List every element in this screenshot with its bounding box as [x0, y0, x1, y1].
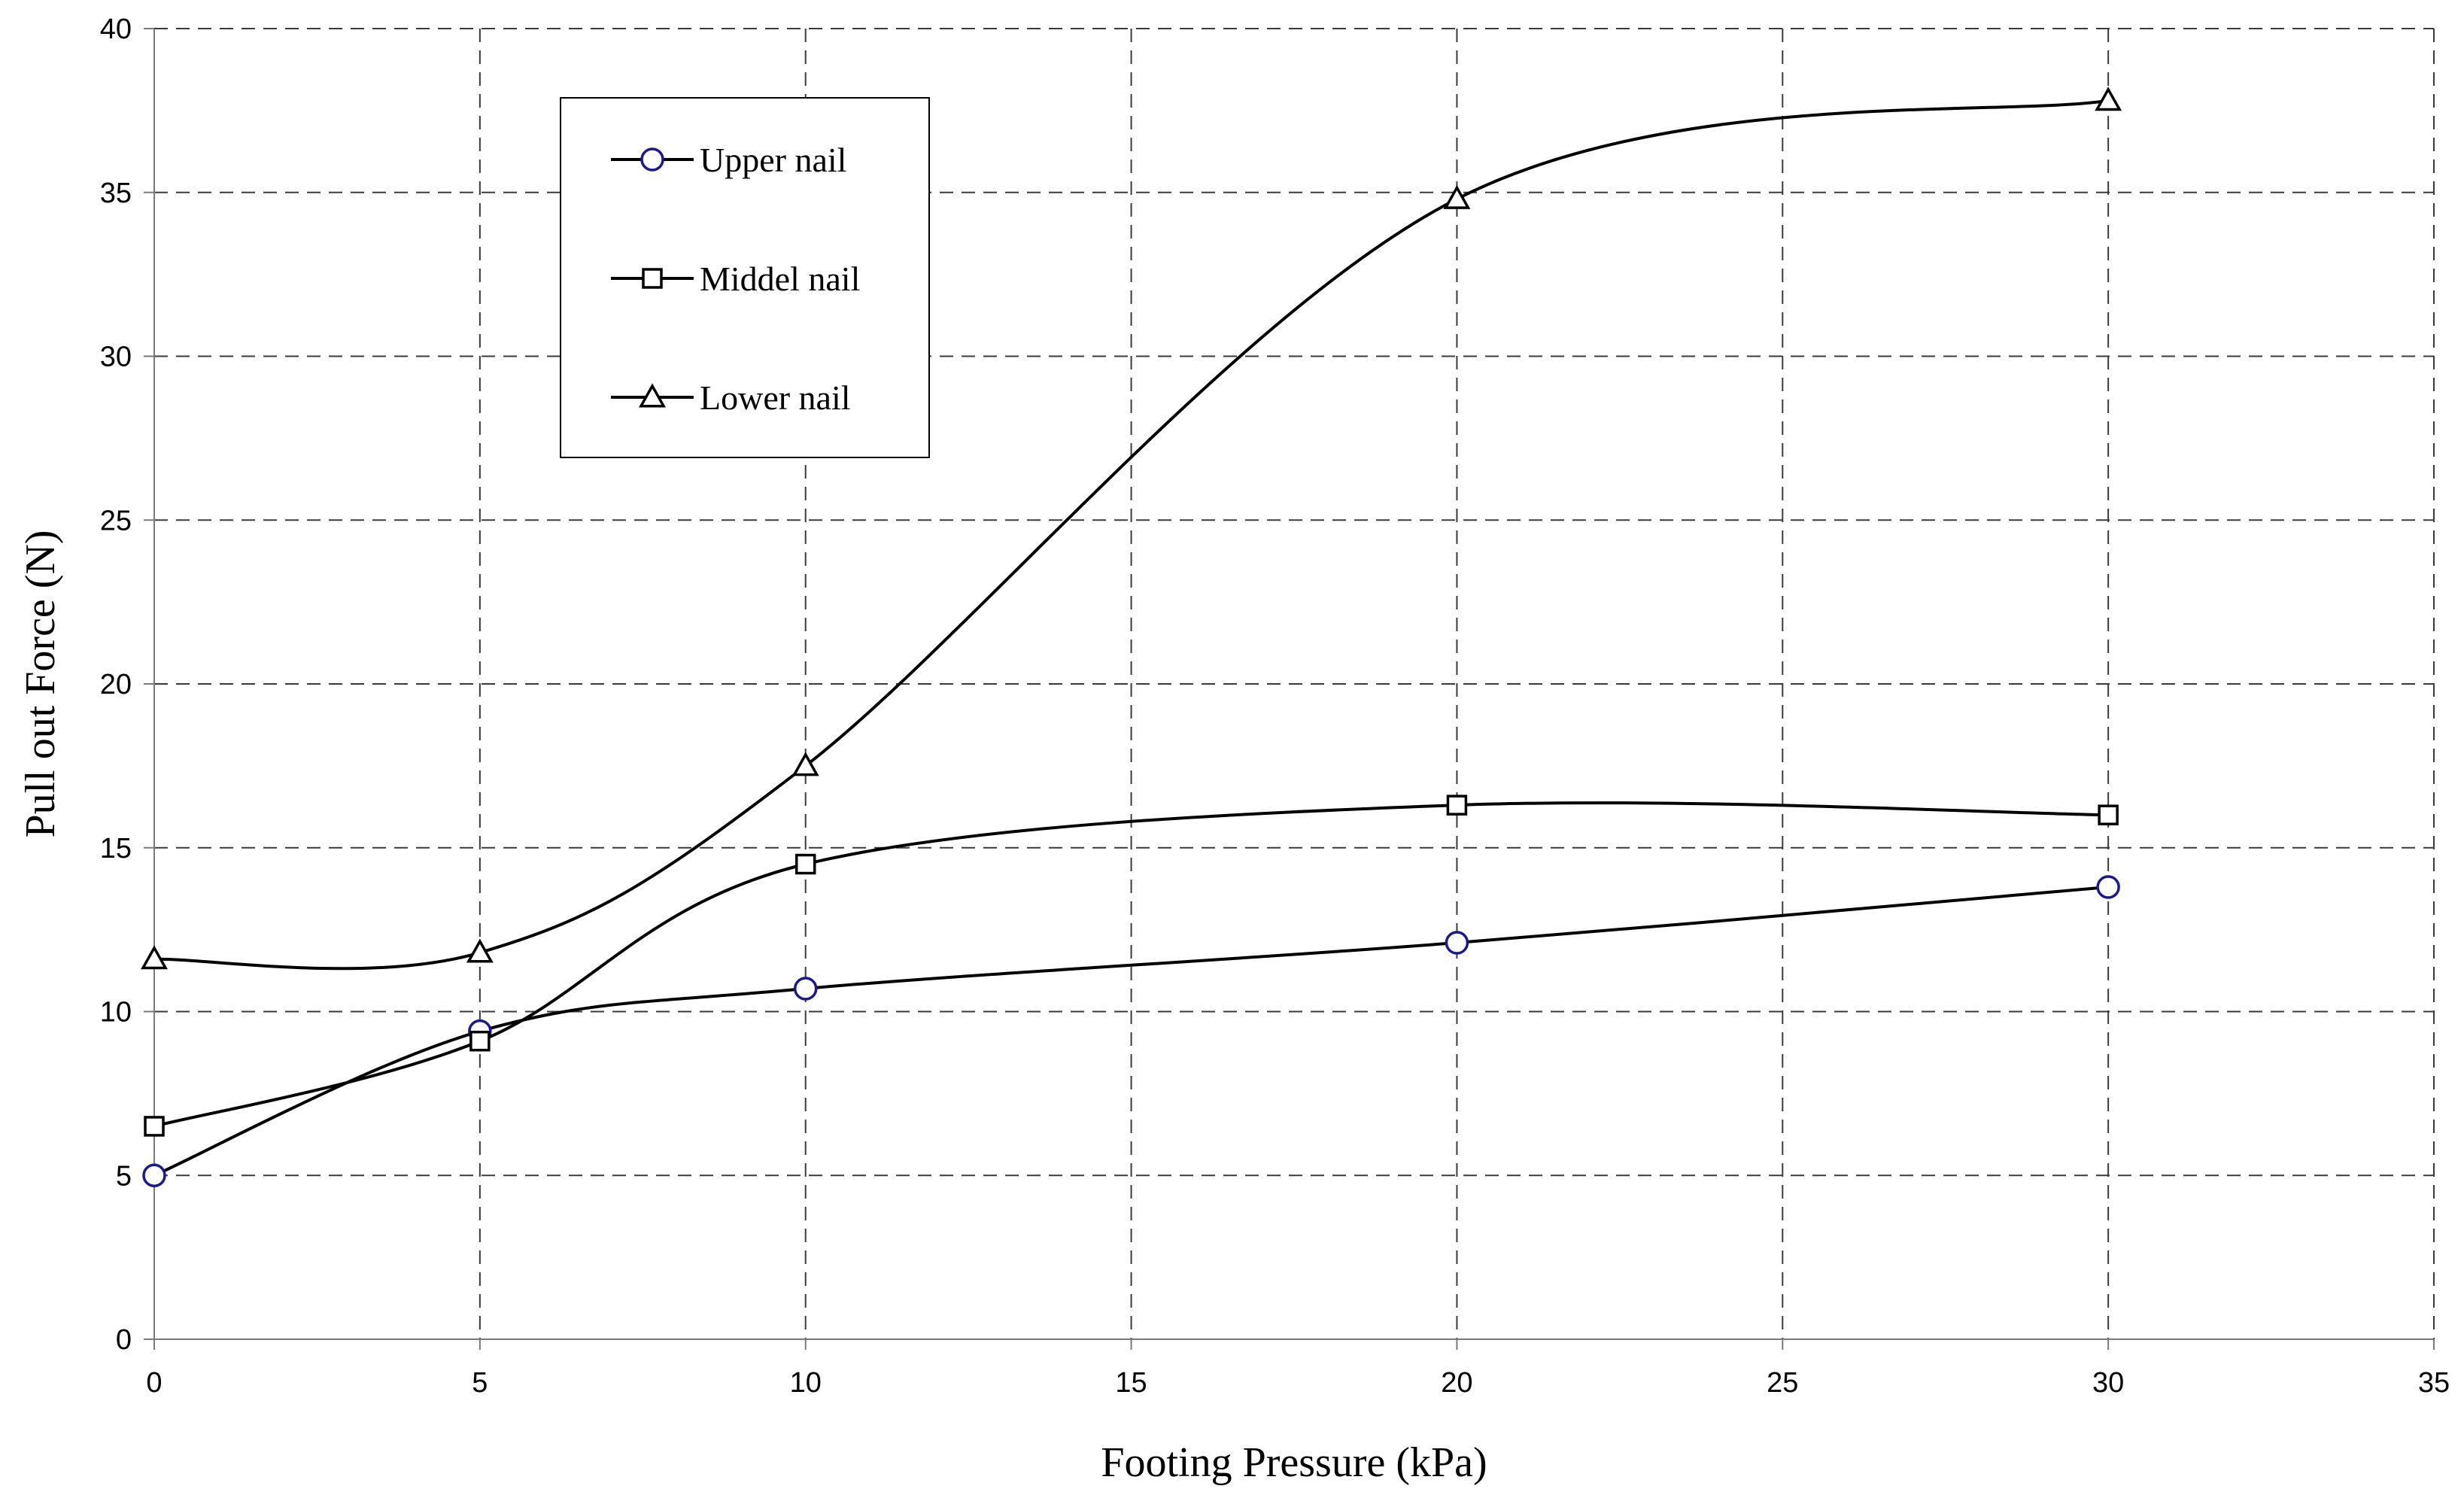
legend-entry: Upper nail [611, 141, 846, 179]
x-tick-label: 30 [2092, 1367, 2124, 1399]
circle-marker [2096, 875, 2120, 899]
series-layer [141, 87, 2122, 1187]
x-tick-label: 25 [1767, 1367, 1798, 1399]
grid-layer [154, 28, 2435, 1339]
x-tick-label: 20 [1441, 1367, 1472, 1399]
y-axis-title: Pull out Force (N) [17, 530, 64, 837]
x-tick-label: 5 [472, 1367, 488, 1399]
series-line [153, 886, 2109, 1177]
x-tick-label: 10 [790, 1367, 822, 1399]
triangle-marker [466, 938, 494, 963]
y-tick-label: 15 [100, 833, 132, 864]
square-marker [144, 1116, 165, 1137]
circle-marker [142, 1163, 166, 1187]
y-tick-label: 10 [100, 997, 132, 1029]
series-line [153, 99, 2109, 971]
y-tick-label: 30 [100, 342, 132, 373]
legend-entry: Middel nail [611, 260, 860, 298]
legend-square-icon [642, 268, 663, 289]
x-axis-title: Footing Pressure (kPa) [1101, 1439, 1487, 1486]
legend-triangle-icon [639, 383, 666, 408]
triangle-marker [1443, 184, 1471, 209]
legend-circle-icon [640, 147, 664, 172]
triangle-marker [141, 945, 168, 970]
y-tick-label: 35 [100, 178, 132, 209]
x-tick-label: 15 [1115, 1367, 1147, 1399]
y-tick-label: 0 [116, 1324, 132, 1356]
legend: Upper nail Middel nail Lower nail [560, 97, 930, 458]
legend-label: Middel nail [700, 260, 860, 298]
y-tick-label: 5 [116, 1160, 132, 1192]
x-tick-label: 35 [2418, 1367, 2450, 1399]
series-line [153, 801, 2109, 1128]
axis-layer: 0 5 10 15 20 25 30 35 40 0 5 10 15 20 25 30 35 [100, 14, 2450, 1399]
series-middel-nail [144, 795, 2119, 1137]
square-marker [2098, 804, 2119, 825]
circle-marker [793, 977, 818, 1001]
y-tick-label: 25 [100, 505, 132, 536]
square-marker [469, 1030, 491, 1052]
y-tick-label: 40 [100, 14, 132, 45]
x-tick-label: 0 [146, 1367, 162, 1399]
square-marker [794, 853, 816, 875]
triangle-marker [791, 752, 819, 776]
y-tick-label: 20 [100, 669, 132, 700]
legend-label: Lower nail [700, 378, 851, 417]
circle-marker [1445, 931, 1469, 955]
square-marker [1446, 795, 1468, 816]
legend-label: Upper nail [700, 141, 846, 179]
legend-entry: Lower nail [611, 378, 851, 417]
series-lower-nail [141, 87, 2122, 971]
triangle-marker [2095, 87, 2122, 111]
